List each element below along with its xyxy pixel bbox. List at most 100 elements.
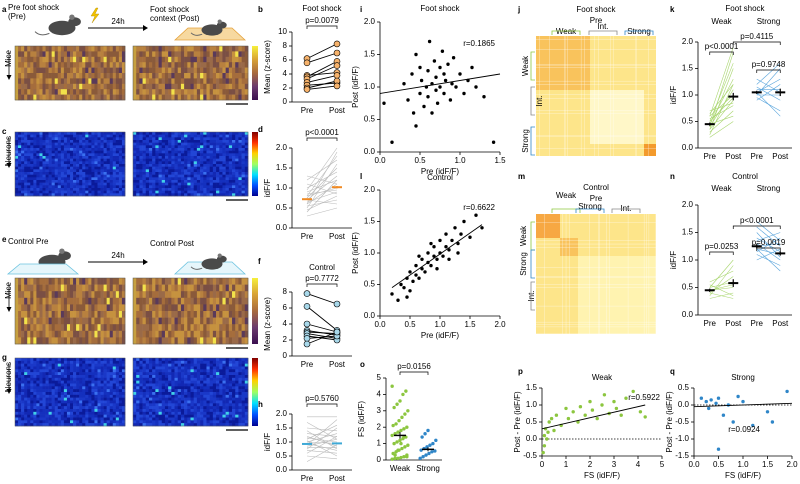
heatmap-cell — [88, 383, 92, 387]
heatmap-cell — [161, 62, 166, 68]
heatmap-cell — [203, 180, 207, 183]
heatmap-cell — [36, 324, 40, 332]
heatmap-cell — [109, 169, 114, 173]
heatmap-cell — [91, 409, 95, 413]
heatmap-cell — [118, 67, 123, 74]
heatmap-cell — [115, 134, 120, 138]
heatmap-cell — [235, 291, 239, 299]
heatmap-cell — [100, 67, 104, 74]
heatmap-cell — [112, 62, 117, 68]
heatmap-cell — [76, 297, 80, 305]
heatmap-cell — [76, 291, 80, 299]
heatmap-cell — [103, 56, 107, 63]
heatmap-cell — [24, 417, 28, 421]
heatmap-cell — [177, 94, 182, 101]
heatmap-cell — [94, 420, 98, 424]
heatmap-cell — [30, 406, 34, 410]
heatmap-cell — [42, 386, 46, 390]
heatmap-cell — [177, 420, 182, 424]
heatmap-cell — [241, 185, 246, 189]
heatmap-cell — [241, 166, 246, 170]
heatmap-cell — [115, 177, 120, 181]
heatmap-cell — [63, 140, 68, 143]
heatmap-cell — [60, 56, 65, 63]
heatmap-cell — [158, 156, 163, 159]
heatmap-cell — [161, 389, 166, 393]
heatmap-cell — [155, 56, 159, 63]
heatmap-cell — [212, 153, 217, 157]
heatmap-cell — [177, 190, 182, 194]
heatmap-cell — [76, 132, 80, 135]
heatmap-cell — [91, 337, 95, 345]
heatmap-cell — [60, 400, 65, 404]
heatmap-cell — [190, 372, 194, 376]
heatmap-cell — [36, 409, 40, 413]
heatmap-cell — [158, 56, 163, 63]
heatmap-cell — [139, 363, 143, 367]
heatmap-cell — [187, 409, 191, 413]
heatmap-cell — [241, 56, 246, 63]
heatmap-cell — [42, 174, 46, 178]
heatmap-cell — [109, 46, 114, 52]
heatmap-cell — [180, 161, 185, 165]
heatmap-cell — [63, 386, 68, 390]
heatmap-cell — [91, 172, 95, 175]
heatmap-cell — [152, 150, 156, 154]
heatmap-cell — [112, 386, 117, 390]
heatmap-cell — [63, 403, 68, 407]
heatmap-cell — [18, 358, 22, 362]
heatmap-cell — [42, 417, 46, 421]
heatmap-cell — [155, 369, 159, 373]
heatmap-cell — [180, 358, 185, 362]
heatmap-cell — [94, 372, 98, 376]
heatmap-cell — [216, 180, 220, 183]
heatmap-cell — [190, 142, 194, 146]
heatmap-cell — [70, 363, 74, 367]
heatmap-cell — [42, 156, 46, 159]
heatmap-cell — [184, 67, 188, 74]
heatmap-cell — [235, 389, 239, 393]
heatmap-cell — [190, 150, 194, 154]
heatmap-cell — [238, 389, 242, 393]
heatmap-cell — [45, 417, 49, 421]
heatmap-cell — [232, 360, 236, 364]
heatmap-cell — [158, 383, 163, 387]
heatmap-cell — [148, 386, 153, 390]
heatmap-cell — [238, 400, 242, 404]
heatmap-cell — [24, 166, 28, 170]
heatmap-cell — [60, 377, 65, 381]
heatmap-cell — [33, 358, 37, 362]
heatmap-cell — [33, 56, 37, 63]
heatmap-cell — [57, 182, 62, 186]
heatmap-cell — [100, 161, 104, 165]
heatmap-cell — [235, 172, 239, 175]
heatmap-cell — [133, 145, 137, 149]
heatmap-cell — [155, 180, 159, 183]
heatmap-cell — [155, 190, 159, 194]
heatmap-cell — [136, 156, 140, 159]
heatmap-cell — [244, 417, 249, 421]
heatmap-cell — [57, 414, 62, 418]
image-title: Foot shock — [576, 5, 616, 14]
heatmap-cell — [203, 417, 207, 421]
heatmap-cell — [206, 89, 210, 95]
heatmap-cell — [79, 360, 83, 364]
heatmap-cell — [228, 182, 233, 186]
heatmap-cell — [15, 62, 19, 68]
heatmap-cell — [193, 406, 198, 410]
heatmap-cell — [60, 389, 65, 393]
heatmap-cell — [200, 420, 204, 424]
heatmap-cell — [225, 392, 230, 396]
heatmap-cell — [136, 188, 140, 191]
heatmap-cell — [145, 358, 150, 362]
heatmap-cell — [30, 304, 34, 312]
heatmap-cell — [238, 406, 242, 410]
heatmap-cell — [225, 164, 230, 167]
heatmap-cell — [79, 172, 83, 175]
heatmap-cell — [118, 193, 123, 197]
heatmap-frame — [14, 45, 126, 101]
heatmap-cell — [219, 177, 223, 181]
heatmap-cell — [209, 420, 214, 424]
heatmap-cell — [24, 153, 28, 157]
heatmap-cell — [180, 166, 185, 170]
